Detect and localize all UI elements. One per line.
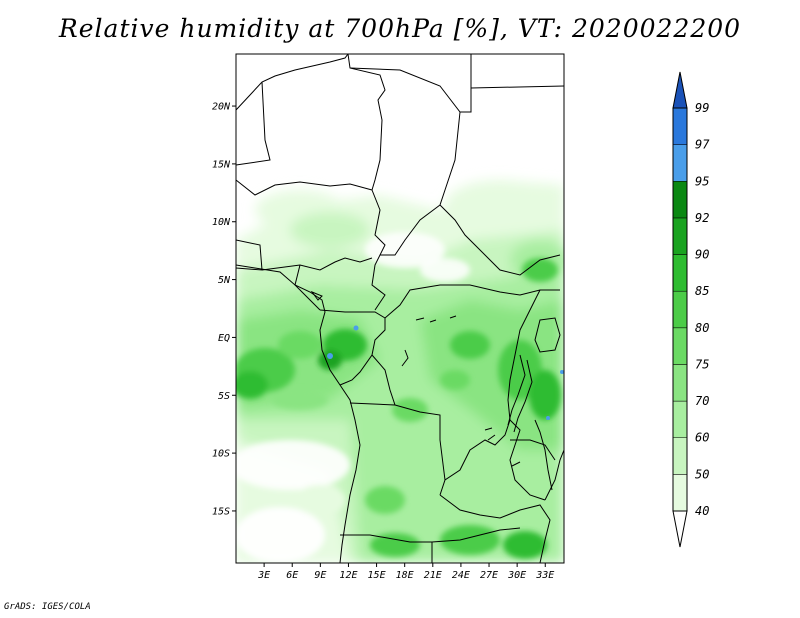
colorbar-segment — [672, 364, 688, 402]
lon-tick-label: 24E — [452, 570, 470, 581]
colorbar-segment — [672, 437, 688, 475]
colorbar-segment — [672, 474, 688, 512]
colorbar-segment — [672, 254, 688, 292]
lon-tick-label: 6E — [286, 570, 298, 581]
grads-credit: GrADS: IGES/COLA — [4, 602, 91, 612]
colorbar-label: 95 — [695, 174, 709, 188]
lon-tick-label: 21E — [424, 570, 442, 581]
colorbar-label: 50 — [695, 467, 709, 481]
lon-tick-label: 15E — [368, 570, 386, 581]
longitude-axis: 3E 6E 9E 12E 15E 18E 21E 24E 27E 30E 33E — [257, 563, 554, 581]
lat-tick-label: 5S — [218, 391, 230, 402]
colorbar-segment — [672, 107, 688, 145]
colorbar-label: 75 — [695, 357, 709, 371]
lat-tick-label: 15S — [212, 506, 230, 517]
lon-tick-label: 18E — [396, 570, 414, 581]
colorbar-segment — [672, 400, 688, 438]
colorbar-outline — [672, 107, 688, 512]
latitude-axis: 20N 15N 10N 5N EQ 5S 10S 15S — [212, 102, 236, 517]
colorbar-label: 70 — [695, 394, 709, 408]
lon-tick-label: 9E — [314, 570, 326, 581]
colorbar-label: 99 — [695, 101, 709, 115]
lon-tick-label: 3E — [257, 570, 270, 581]
lat-tick-label: 10N — [212, 217, 231, 228]
lat-tick-label: 10S — [212, 449, 230, 460]
colorbar-label: 60 — [695, 431, 709, 445]
colorbar-label: 80 — [695, 321, 709, 335]
colorbar-label: 40 — [695, 504, 709, 518]
map-frame — [235, 53, 565, 564]
lon-tick-label: 30E — [507, 570, 526, 581]
colorbar-segment — [672, 327, 688, 365]
map-title: Relative humidity at 700hPa [%], VT: 202… — [58, 14, 742, 43]
humidity-field — [236, 180, 564, 563]
colorbar-label: 97 — [695, 138, 710, 152]
lon-tick-label: 27E — [480, 570, 498, 581]
colorbar-low-triangle — [672, 510, 688, 548]
colorbar: 40 50 60 70 75 80 85 90 92 95 97 99 — [672, 71, 710, 548]
country-borders — [236, 54, 564, 563]
colorbar-segment — [672, 181, 688, 219]
colorbar-segment — [672, 144, 688, 182]
lon-tick-label: 33E — [535, 570, 554, 581]
lat-tick-label: EQ — [218, 333, 230, 344]
colorbar-label: 85 — [695, 284, 709, 298]
colorbar-high-triangle — [672, 71, 688, 109]
lat-tick-label: 5N — [218, 275, 231, 286]
lon-tick-label: 12E — [339, 570, 357, 581]
colorbar-label: 92 — [695, 211, 709, 225]
lat-tick-label: 20N — [212, 102, 231, 113]
colorbar-segment — [672, 217, 688, 255]
colorbar-segment — [672, 290, 688, 329]
lat-tick-label: 15N — [212, 159, 231, 170]
colorbar-label: 90 — [695, 248, 709, 262]
